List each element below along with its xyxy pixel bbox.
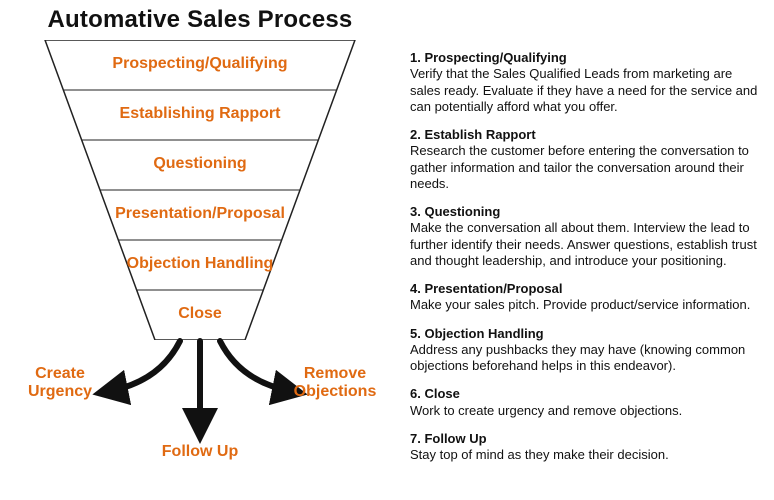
step-head: 4. Presentation/Proposal (410, 281, 758, 297)
step-body: Research the customer before entering th… (410, 143, 758, 192)
steps-list: 1. Prospecting/QualifyingVerify that the… (410, 50, 758, 463)
step: 7. Follow UpStay top of mind as they mak… (410, 431, 758, 464)
diagram-title: Automative Sales Process (0, 0, 400, 34)
arrow-label-center: Follow Up (140, 443, 260, 461)
step-body: Stay top of mind as they make their deci… (410, 447, 758, 463)
step-head: 1. Prospecting/Qualifying (410, 50, 758, 66)
step-body: Make the conversation all about them. In… (410, 220, 758, 269)
step-body: Address any pushbacks they may have (kno… (410, 342, 758, 375)
funnel-stage: Presentation/Proposal (40, 205, 360, 223)
step-body: Make your sales pitch. Provide product/s… (410, 297, 758, 313)
step-head: 2. Establish Rapport (410, 127, 758, 143)
step: 2. Establish RapportResearch the custome… (410, 127, 758, 192)
step: 1. Prospecting/QualifyingVerify that the… (410, 50, 758, 115)
step: 5. Objection HandlingAddress any pushbac… (410, 326, 758, 375)
step: 4. Presentation/ProposalMake your sales … (410, 281, 758, 314)
step-head: 3. Questioning (410, 204, 758, 220)
funnel: Prospecting/Qualifying Establishing Rappo… (40, 40, 360, 340)
funnel-stage: Questioning (40, 155, 360, 173)
arrow-label-left: CreateUrgency (10, 365, 110, 402)
steps-panel: 1. Prospecting/QualifyingVerify that the… (400, 0, 774, 500)
funnel-stage: Close (40, 305, 360, 323)
step: 3. QuestioningMake the conversation all … (410, 204, 758, 269)
diagram-panel: Automative Sales Process Prospecting/Qua… (0, 0, 400, 500)
funnel-stage: Objection Handling (40, 255, 360, 273)
step-head: 5. Objection Handling (410, 326, 758, 342)
root: Automative Sales Process Prospecting/Qua… (0, 0, 774, 500)
funnel-arrow-labels: CreateUrgency Follow Up RemoveObjections (0, 335, 400, 495)
step-body: Work to create urgency and remove object… (410, 403, 758, 419)
funnel-stage: Establishing Rapport (40, 105, 360, 123)
step-head: 7. Follow Up (410, 431, 758, 447)
arrow-label-right: RemoveObjections (280, 365, 390, 402)
step-body: Verify that the Sales Qualified Leads fr… (410, 66, 758, 115)
step-head: 6. Close (410, 386, 758, 402)
funnel-stage: Prospecting/Qualifying (40, 55, 360, 73)
funnel-stages: Prospecting/Qualifying Establishing Rappo… (40, 40, 360, 340)
step: 6. CloseWork to create urgency and remov… (410, 386, 758, 419)
